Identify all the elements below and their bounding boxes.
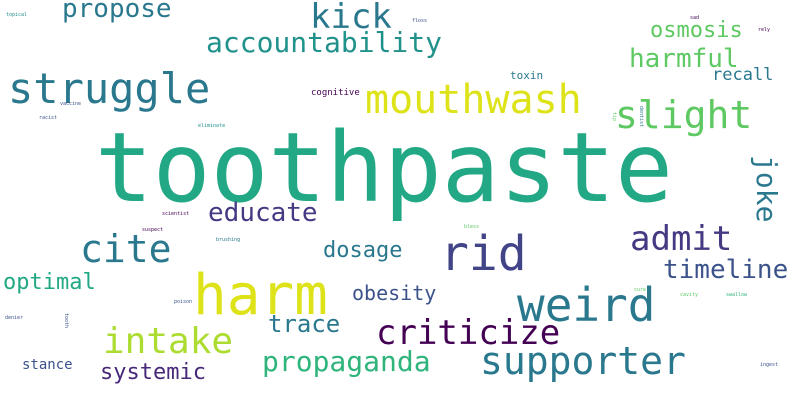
word: tip (611, 112, 617, 122)
word: rid (440, 226, 527, 282)
word: stance (22, 357, 73, 373)
word: racist (39, 115, 58, 121)
word: osmosis (650, 18, 743, 43)
word: brushing (216, 237, 241, 243)
word: propaganda (262, 345, 431, 378)
word: supporter (480, 339, 686, 383)
word: cognitive (311, 88, 360, 98)
word: bless (464, 224, 480, 230)
word: obesity (352, 281, 437, 305)
word: toothpaste (95, 112, 673, 224)
word: eliminate (198, 123, 226, 129)
word: scientist (162, 211, 190, 217)
word: optimal (3, 270, 96, 295)
word: cavity (680, 292, 699, 298)
word: ingest (760, 362, 779, 368)
word: admit (630, 219, 733, 259)
word: trace (268, 310, 341, 338)
word: slight (615, 93, 753, 137)
word: suspect (142, 227, 164, 233)
word: struggle (8, 64, 211, 113)
word: cite (80, 227, 172, 271)
word: vaccine (60, 101, 82, 107)
word: cure (634, 287, 647, 293)
word: intake (103, 321, 234, 362)
word: harmful (629, 44, 739, 74)
word: poison (174, 299, 193, 305)
word: recall (712, 65, 774, 85)
word: floss (412, 18, 428, 24)
word: weird (517, 278, 656, 332)
word: dentist (638, 106, 644, 128)
word: topical (6, 12, 28, 18)
word: denier (5, 315, 24, 321)
word: accountability (206, 26, 443, 59)
word: mouthwash (365, 77, 582, 123)
word: timeline (663, 255, 789, 285)
word: toxin (510, 69, 544, 82)
word: systemic (100, 360, 206, 385)
word: kick (310, 0, 392, 37)
word: sad (690, 15, 700, 21)
word: educate (208, 198, 318, 228)
word: dosage (323, 238, 403, 263)
word: tooth (63, 313, 69, 329)
word: criticize (376, 313, 561, 353)
word: harm (193, 263, 328, 328)
word: rely (758, 27, 771, 33)
word: joke (750, 155, 783, 223)
word: propose (62, 0, 172, 24)
word: swallow (726, 292, 748, 298)
